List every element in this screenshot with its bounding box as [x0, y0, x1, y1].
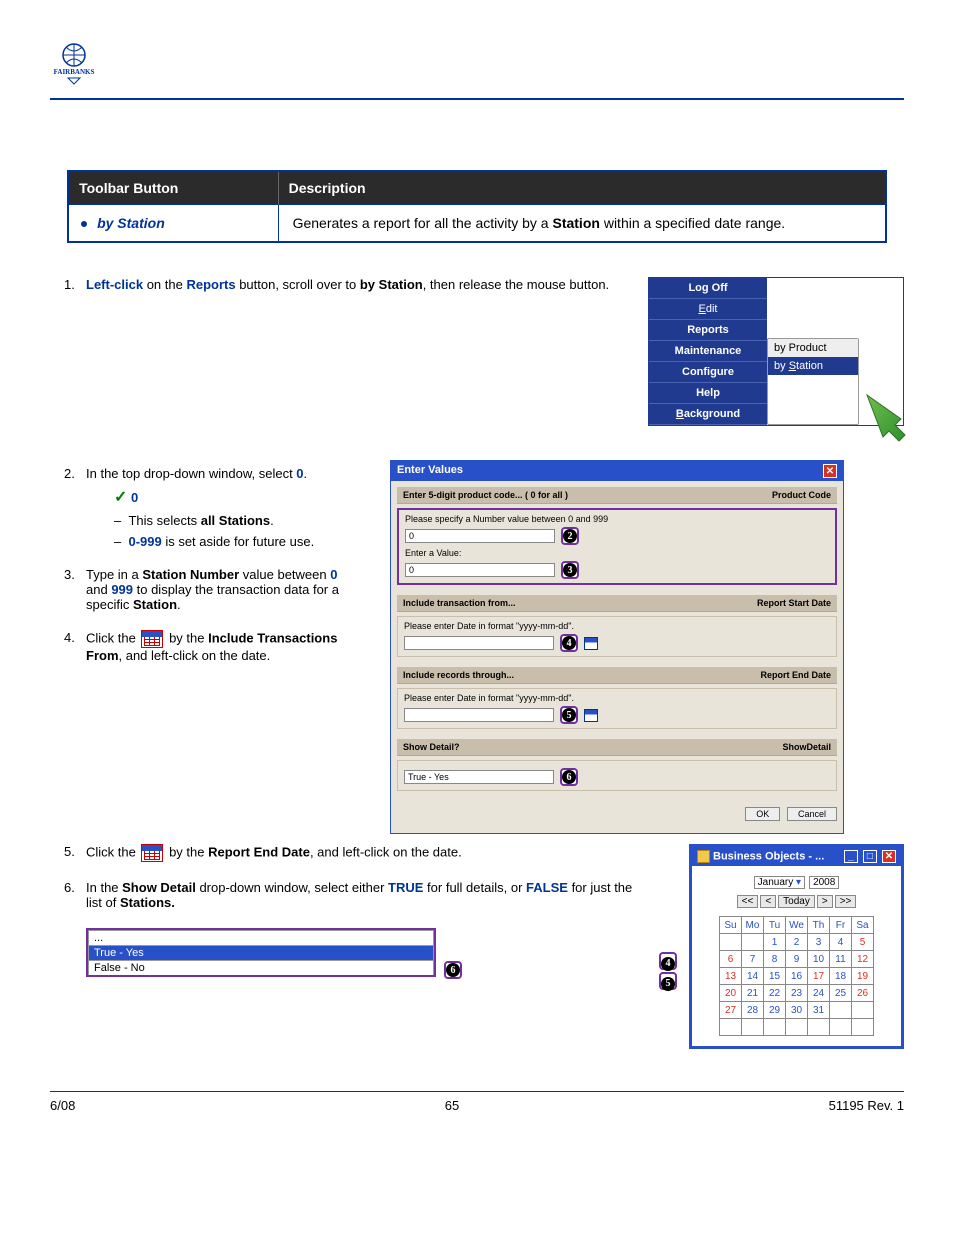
close-icon[interactable]: ✕ [882, 850, 896, 863]
dialog-label: Enter a Value: [405, 548, 829, 558]
badge-6: 6 [444, 961, 462, 979]
true-false-dropdown: ... True - Yes False - No 6 [86, 928, 436, 977]
badge-6: 6 [560, 768, 578, 786]
green-arrow-icon [861, 389, 915, 443]
start-date-input[interactable] [404, 636, 554, 650]
footer-doc: 51195 Rev. 1 [829, 1098, 904, 1113]
calendar-icon [141, 630, 163, 648]
badge-2: 2 [561, 527, 579, 545]
calendar-picker-icon[interactable] [584, 637, 598, 650]
nav-last-button[interactable]: >> [835, 895, 857, 908]
calendar-picker-icon[interactable] [584, 709, 598, 722]
calendar-window: Business Objects - ... _ □ ✕ January ▾ 2… [689, 844, 904, 1049]
step-number: 1. [64, 277, 86, 292]
dialog-label: Please enter Date in format "yyyy-mm-dd"… [404, 621, 830, 631]
table-description-cell: Generates a report for all the activity … [278, 205, 886, 243]
table-button-cell: by Station [68, 205, 278, 243]
tf-option[interactable]: ... [88, 930, 434, 945]
page-header: FAIRBANKS [50, 40, 904, 100]
footer-date: 6/08 [50, 1098, 75, 1113]
nav-prev-button[interactable]: < [760, 895, 776, 908]
dialog-titlebar: Enter Values ✕ [391, 461, 843, 481]
page-footer: 6/08 65 51195 Rev. 1 [50, 1091, 904, 1113]
badge-5: 5 [560, 706, 578, 724]
badge-4: 4 [659, 952, 677, 970]
value-input[interactable]: 0 [405, 563, 555, 577]
app-icon [697, 850, 710, 863]
step-number: 3. [64, 567, 86, 612]
step-number: 6. [64, 880, 86, 910]
tf-option[interactable]: False - No [88, 960, 434, 975]
step5-text: Click the by the Report End Date, and le… [86, 844, 641, 862]
cancel-button[interactable]: Cancel [787, 807, 837, 821]
submenu-item-selected[interactable]: by Station [768, 357, 858, 375]
tf-option-selected[interactable]: True - Yes [88, 945, 434, 960]
calendar-icon [141, 844, 163, 862]
menu-item[interactable]: Background [649, 404, 767, 425]
end-date-input[interactable] [404, 708, 554, 722]
menu-item[interactable]: Help [649, 383, 767, 404]
badge-5: 5 [659, 972, 677, 990]
menu-item[interactable]: Configure [649, 362, 767, 383]
menu-item[interactable]: Maintenance [649, 341, 767, 362]
badge-4: 4 [560, 634, 578, 652]
table-header-button: Toolbar Button [68, 171, 278, 205]
menu-item[interactable]: Log Off [649, 278, 767, 299]
dialog-label: Please enter Date in format "yyyy-mm-dd"… [404, 693, 830, 703]
month-select[interactable]: January ▾ [754, 876, 805, 889]
footer-page: 65 [445, 1098, 459, 1113]
step-number: 4. [64, 630, 86, 663]
calendar-grid: SuMoTuWeThFrSa 12345 6789101112 13141516… [719, 916, 874, 1036]
step3-text: Type in a Station Number value between 0… [86, 567, 362, 612]
enter-values-dialog: Enter Values ✕ Enter 5-digit product cod… [390, 460, 844, 834]
step4-text: Click the by the Include Transactions Fr… [86, 630, 362, 663]
nav-next-button[interactable]: > [817, 895, 833, 908]
minimize-icon[interactable]: _ [844, 850, 858, 863]
show-detail-select[interactable]: True - Yes [404, 770, 554, 784]
today-button[interactable]: Today [778, 895, 815, 908]
step2-text: In the top drop-down window, select 0. ✓… [86, 466, 362, 549]
submenu: by Product by Station [767, 338, 859, 425]
nav-first-button[interactable]: << [737, 895, 759, 908]
table-header-description: Description [278, 171, 886, 205]
step-number: 2. [64, 466, 86, 549]
step-number: 5. [64, 844, 86, 862]
product-code-input[interactable]: 0 [405, 529, 555, 543]
menu-item[interactable]: Edit [649, 299, 767, 320]
menu-item[interactable]: Reports [649, 320, 767, 341]
menu-screenshot: Log Off Edit Reports Maintenance Configu… [648, 277, 904, 426]
toolbar-description-table: Toolbar Button Description by Station Ge… [67, 170, 887, 243]
dialog-label: Please specify a Number value between 0 … [405, 514, 829, 524]
close-icon[interactable]: ✕ [823, 464, 837, 478]
fairbanks-logo: FAIRBANKS [50, 40, 98, 88]
step6-text: In the Show Detail drop-down window, sel… [86, 880, 641, 910]
ok-button[interactable]: OK [745, 807, 780, 821]
maximize-icon[interactable]: □ [863, 850, 877, 863]
svg-text:FAIRBANKS: FAIRBANKS [54, 68, 95, 76]
step1-text: Left-click on the Reports button, scroll… [86, 277, 620, 292]
submenu-item[interactable]: by Product [768, 339, 858, 357]
year-input[interactable]: 2008 [809, 876, 839, 889]
badge-3: 3 [561, 561, 579, 579]
check-icon: ✓ [114, 489, 127, 506]
